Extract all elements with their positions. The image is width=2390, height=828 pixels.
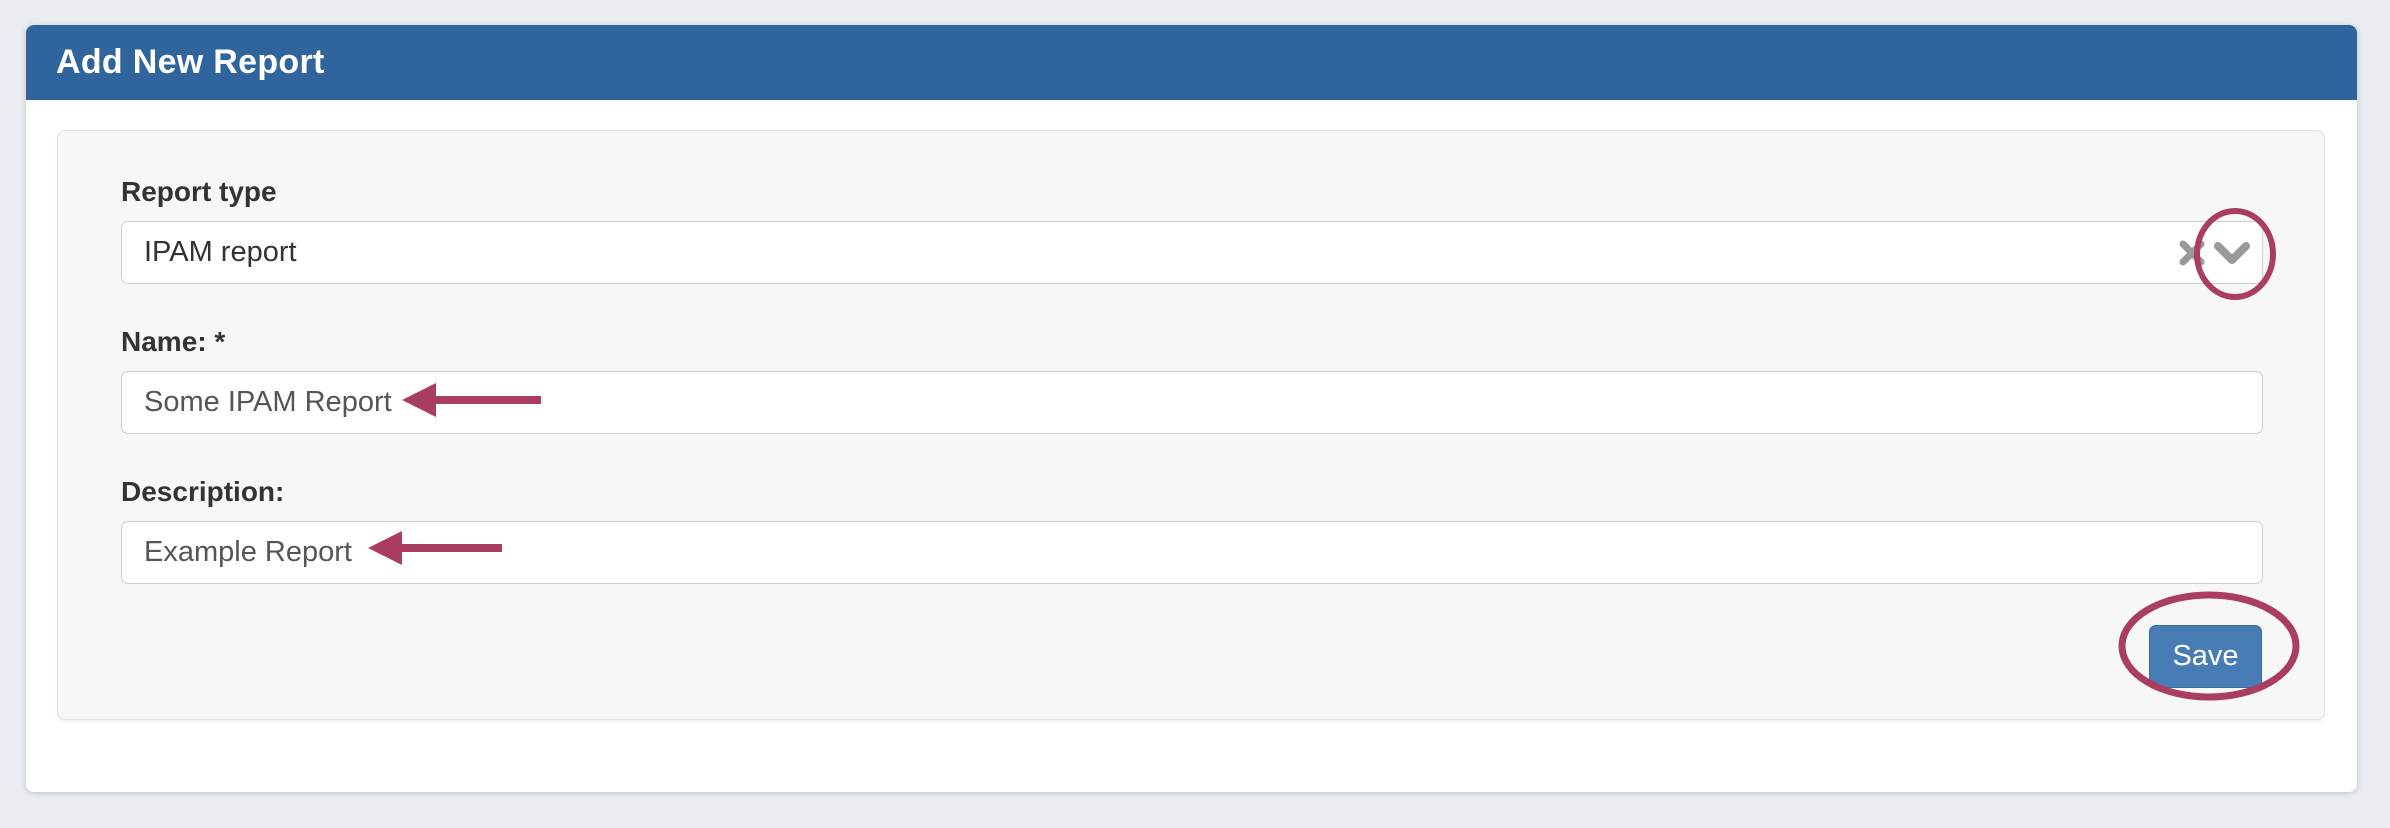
x-mark-icon[interactable] bbox=[2172, 233, 2212, 273]
description-label: Description: bbox=[121, 476, 285, 507]
report-type-select[interactable]: IPAM report bbox=[121, 221, 2263, 284]
name-label: Name: * bbox=[121, 326, 226, 357]
description-group: Description: bbox=[121, 475, 2263, 584]
name-input[interactable] bbox=[121, 371, 2263, 434]
report-form: Report type IPAM report bbox=[57, 130, 2325, 720]
form-actions: Save bbox=[121, 625, 2262, 688]
chevron-down-icon[interactable] bbox=[2212, 233, 2252, 273]
report-type-group: Report type IPAM report bbox=[121, 175, 2263, 284]
description-input[interactable] bbox=[121, 521, 2263, 584]
save-button[interactable]: Save bbox=[2149, 625, 2262, 688]
add-report-dialog: Add New Report Report type IPAM report bbox=[26, 25, 2357, 792]
report-type-label: Report type bbox=[121, 176, 277, 207]
report-type-selected-value: IPAM report bbox=[144, 236, 297, 268]
dialog-title: Add New Report bbox=[56, 43, 325, 81]
dialog-header: Add New Report bbox=[26, 25, 2357, 100]
name-group: Name: * bbox=[121, 325, 2263, 434]
